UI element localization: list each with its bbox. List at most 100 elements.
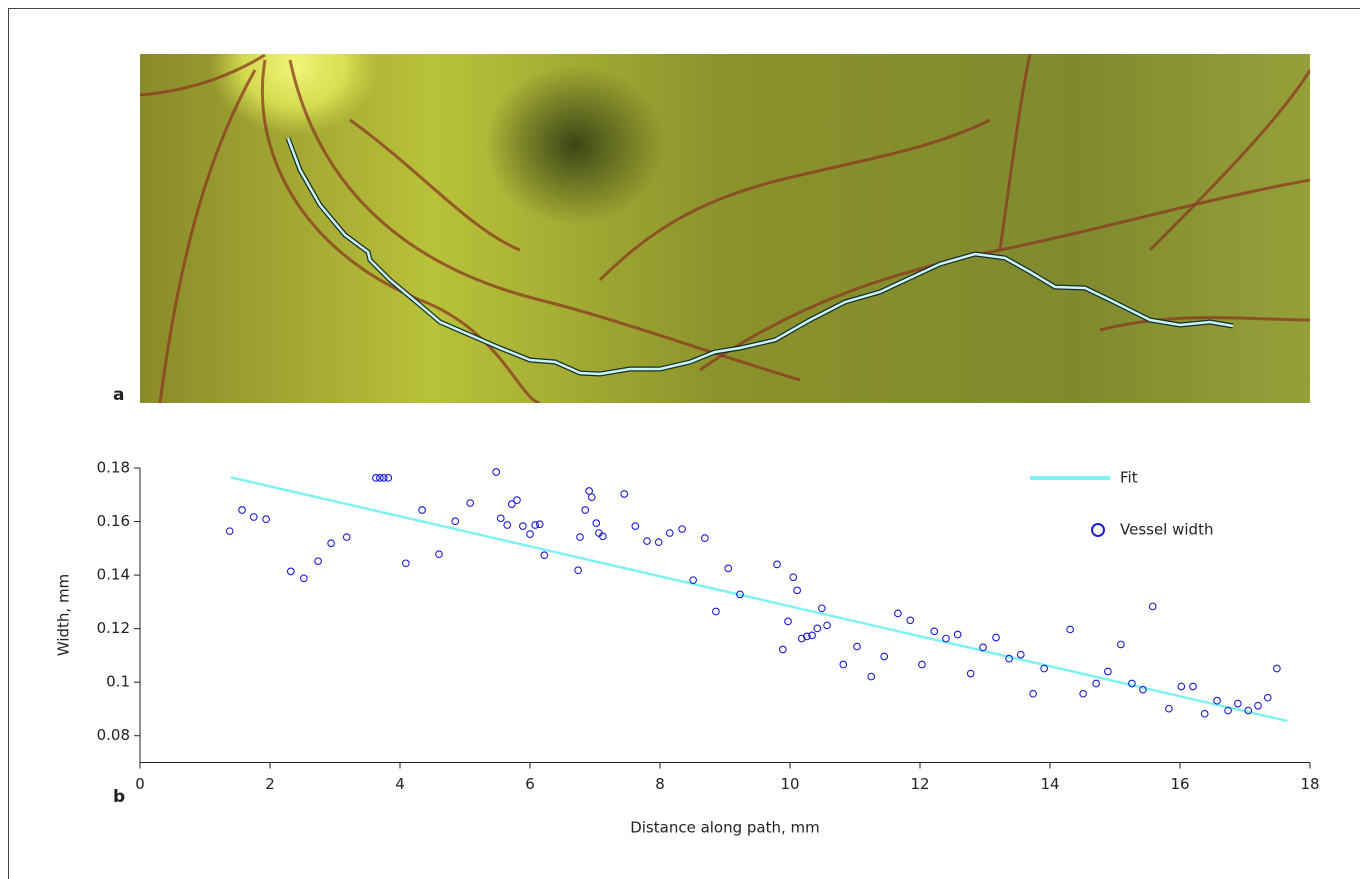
data-point	[1029, 689, 1037, 698]
data-point	[1244, 706, 1253, 715]
data-point	[535, 520, 544, 529]
data-point	[643, 537, 651, 545]
y-tick-label: 0.1	[106, 673, 130, 691]
data-point	[1079, 689, 1087, 698]
data-point	[797, 634, 806, 643]
y-tick-label: 0.12	[97, 619, 130, 637]
data-point	[466, 499, 475, 507]
data-point	[813, 624, 822, 633]
data-point	[1066, 625, 1074, 634]
x-tick-label: 2	[265, 775, 275, 793]
data-point	[784, 617, 792, 626]
frame	[8, 8, 1360, 879]
data-point	[1224, 706, 1232, 715]
data-point	[376, 474, 384, 482]
data-point	[1177, 682, 1186, 691]
data-point	[314, 557, 322, 566]
y-tick-label: 0.08	[97, 726, 130, 744]
data-point	[894, 609, 902, 618]
data-point	[620, 490, 629, 498]
data-point	[953, 630, 962, 639]
data-point	[540, 551, 549, 560]
data-point	[576, 533, 584, 541]
data-point	[839, 660, 848, 669]
data-point	[299, 574, 308, 583]
data-point	[507, 500, 516, 508]
x-tick-label: 16	[1170, 775, 1189, 793]
fundus-image	[140, 54, 1310, 403]
data-point	[1005, 654, 1013, 663]
data-point	[631, 522, 640, 530]
x-tick-label: 18	[1300, 775, 1319, 793]
data-point	[513, 496, 521, 504]
data-point	[492, 468, 501, 476]
y-tick-label: 0.16	[97, 512, 130, 530]
data-point	[789, 573, 798, 582]
data-point	[992, 633, 1000, 642]
data-point	[1148, 602, 1157, 611]
data-point	[808, 631, 816, 640]
data-point	[598, 532, 607, 541]
data-point	[1165, 704, 1173, 713]
y-tick-label: 0.14	[97, 566, 130, 584]
data-point	[1128, 679, 1136, 688]
data-point	[451, 517, 460, 526]
data-point	[372, 474, 380, 482]
data-point	[654, 538, 663, 547]
x-tick-label: 6	[525, 775, 535, 793]
x-tick-label: 8	[655, 775, 665, 793]
data-point	[736, 590, 744, 599]
data-point	[1254, 701, 1262, 710]
data-point	[587, 493, 596, 502]
data-point	[249, 513, 258, 521]
panel-label: b	[113, 787, 125, 807]
data-point	[930, 627, 939, 636]
x-tick-label: 0	[135, 775, 145, 793]
data-point	[327, 539, 335, 548]
x-tick-label: 12	[910, 775, 929, 793]
data-point	[867, 672, 876, 681]
data-point	[1200, 709, 1209, 718]
data-point	[853, 642, 861, 651]
legend-label: Fit	[1120, 469, 1138, 487]
data-point	[526, 530, 534, 538]
data-point	[665, 529, 674, 537]
legend-label: Vessel width	[1120, 521, 1213, 539]
data-point	[1139, 685, 1147, 694]
data-point	[418, 506, 426, 514]
panel-label: a	[113, 385, 124, 405]
data-point	[712, 607, 720, 616]
x-axis-title: Distance along path, mm	[630, 819, 820, 837]
data-point	[518, 522, 527, 530]
data-point	[823, 621, 831, 630]
data-point	[906, 616, 915, 625]
data-point	[1016, 650, 1025, 659]
data-point	[817, 604, 826, 613]
data-point	[581, 506, 590, 514]
y-tick-label: 0.18	[97, 459, 130, 477]
data-point	[574, 566, 582, 575]
data-point	[435, 550, 443, 559]
data-point	[689, 576, 698, 585]
data-point	[238, 506, 246, 514]
data-point	[1092, 679, 1100, 688]
data-point	[1189, 682, 1197, 691]
data-point	[402, 559, 410, 568]
data-point	[225, 527, 234, 536]
data-point	[918, 660, 926, 669]
data-point	[342, 533, 351, 541]
data-point	[966, 669, 975, 678]
data-point	[942, 634, 950, 643]
data-point	[1103, 667, 1112, 676]
data-point	[379, 474, 388, 482]
x-tick-label: 4	[395, 775, 405, 793]
data-point	[880, 652, 889, 661]
data-point	[724, 564, 733, 573]
data-point	[803, 632, 811, 641]
data-point	[1213, 696, 1221, 705]
data-point	[793, 586, 802, 595]
data-point	[1272, 664, 1281, 673]
data-point	[592, 519, 601, 528]
data-point	[503, 521, 512, 529]
